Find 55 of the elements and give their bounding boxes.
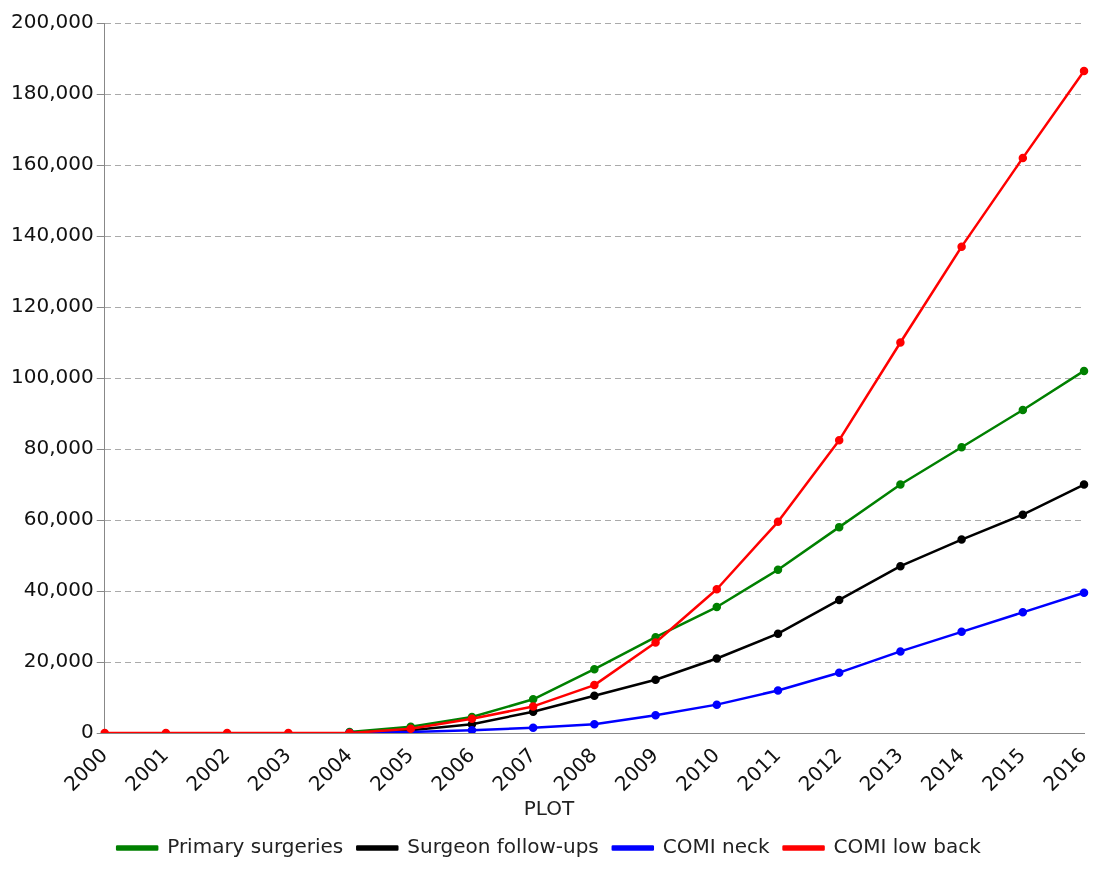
- point: [834, 435, 844, 445]
- point: [896, 480, 905, 489]
- y-tick-label: 100,000: [10, 364, 94, 389]
- point: [834, 522, 844, 532]
- point: [957, 242, 966, 251]
- point: [590, 664, 599, 674]
- point: [1018, 510, 1028, 519]
- legend-label: Surgeon follow-ups: [407, 834, 599, 859]
- y-tick-label: 0: [80, 719, 94, 744]
- point: [590, 680, 599, 690]
- point: [651, 711, 660, 720]
- point: [467, 725, 477, 734]
- point: [651, 638, 660, 647]
- y-tick-label: 140,000: [10, 222, 94, 247]
- point: [590, 719, 599, 729]
- point: [773, 629, 783, 638]
- point: [896, 338, 905, 347]
- point: [957, 535, 966, 544]
- y-tick-label: 200,000: [10, 9, 94, 34]
- point: [1018, 153, 1028, 163]
- point: [1079, 366, 1089, 376]
- point: [528, 723, 538, 732]
- point: [590, 691, 599, 701]
- point: [834, 668, 844, 677]
- legend-title: PLOT: [523, 796, 576, 821]
- point: [773, 565, 783, 574]
- y-tick-label: 160,000: [10, 151, 94, 176]
- point: [651, 675, 660, 685]
- point: [896, 561, 905, 571]
- point: [1079, 66, 1089, 76]
- point: [528, 702, 538, 711]
- point: [712, 585, 722, 594]
- legend-label: Primary surgeries: [167, 834, 344, 859]
- point: [712, 700, 722, 709]
- point: [1079, 588, 1089, 598]
- point: [957, 443, 966, 452]
- y-tick-label: 80,000: [23, 435, 94, 460]
- point: [773, 517, 783, 527]
- point: [528, 695, 538, 704]
- point: [1018, 608, 1028, 617]
- y-tick-label: 60,000: [23, 506, 94, 531]
- legend-label: COMI low back: [833, 834, 982, 859]
- y-tick-label: 20,000: [23, 648, 94, 673]
- point: [773, 686, 783, 695]
- point: [712, 654, 722, 663]
- point: [834, 595, 844, 605]
- point: [1018, 405, 1028, 415]
- point: [712, 602, 722, 612]
- point: [1079, 480, 1089, 489]
- y-tick-label: 40,000: [23, 577, 94, 602]
- y-tick-label: 180,000: [10, 80, 94, 105]
- y-tick-label: 120,000: [10, 293, 94, 318]
- point: [896, 647, 905, 656]
- legend-label: COMI neck: [662, 834, 770, 859]
- point: [957, 627, 966, 637]
